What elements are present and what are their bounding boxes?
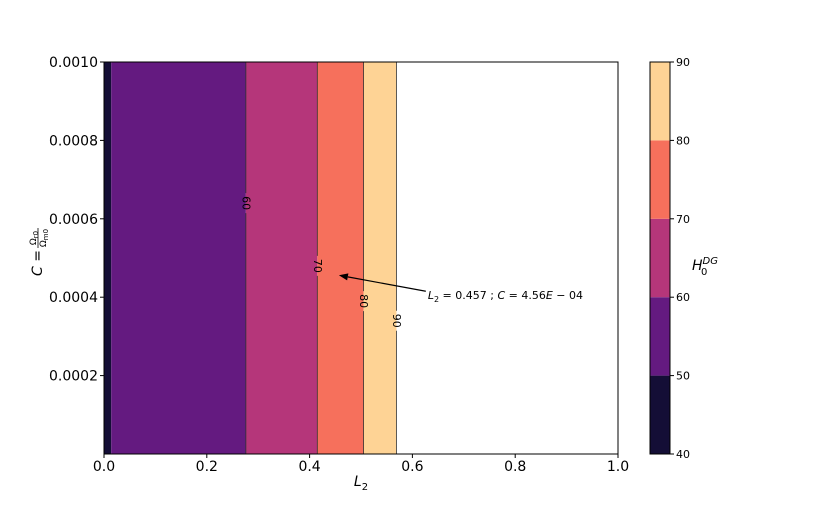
colorbar-segment-50-60 bbox=[650, 297, 670, 376]
colorbar-frame bbox=[649, 61, 671, 455]
colorbar: 40 50 60 70 80 90 bbox=[649, 56, 690, 461]
colorbar-tick-label: 90 bbox=[676, 56, 690, 69]
x-tick-label: 0.0 bbox=[93, 459, 115, 475]
contour-band-70-80 bbox=[317, 62, 364, 454]
contour-label-80: 80 bbox=[357, 294, 370, 308]
x-tick-label: 0.2 bbox=[196, 459, 218, 475]
contour-band-80-90 bbox=[363, 62, 397, 454]
colorbar-tick-label: 40 bbox=[676, 448, 690, 461]
y-tick-label: 0.0006 bbox=[49, 212, 98, 228]
colorbar-tick-label: 70 bbox=[676, 213, 690, 226]
svg-text:Ωm0: Ωm0 bbox=[39, 229, 50, 247]
colorbar-tick-label: 50 bbox=[676, 370, 690, 383]
plot-frame bbox=[103, 61, 619, 455]
colorbar-tick-label: 80 bbox=[676, 134, 690, 147]
y-tick-label: 0.0002 bbox=[49, 369, 98, 385]
colorbar-segment-80-90 bbox=[650, 62, 670, 141]
y-axis-label: C = Ωr0 Ωm0 bbox=[29, 228, 50, 276]
contour-label-60: 60 bbox=[239, 196, 252, 210]
x-tick-label: 0.8 bbox=[504, 459, 526, 475]
colorbar-label: HDG 0 bbox=[692, 256, 718, 278]
annotation-arrow-shaft bbox=[347, 276, 426, 292]
colorbar-segment-40-50 bbox=[650, 375, 670, 454]
annotation-arrow-head bbox=[338, 273, 349, 281]
colorbar-segment-70-80 bbox=[650, 140, 670, 219]
contour-band-60-70 bbox=[245, 62, 318, 454]
y-axis-ticks: 0.0002 0.0004 0.0006 0.0008 0.0010 bbox=[49, 55, 104, 385]
contour-label-70: 70 bbox=[311, 259, 324, 273]
contour-label-90: 90 bbox=[390, 314, 403, 328]
x-tick-label: 0.6 bbox=[401, 459, 423, 475]
svg-text:C =: C = bbox=[30, 250, 46, 276]
x-tick-label: 0.4 bbox=[298, 459, 320, 475]
x-tick-label: 1.0 bbox=[607, 459, 629, 475]
colorbar-tick-label: 60 bbox=[676, 291, 690, 304]
contour-band-50-60 bbox=[111, 62, 246, 454]
colorbar-segment-60-70 bbox=[650, 218, 670, 298]
contour-bands bbox=[104, 62, 397, 454]
svg-text:Ωr0: Ωr0 bbox=[29, 231, 40, 245]
x-axis-label: L2 bbox=[354, 474, 368, 493]
contour-lines: 60 70 80 90 bbox=[239, 62, 403, 454]
annotation: L2 = 0.457 ; C = 4.56E − 04 bbox=[338, 273, 583, 304]
contour-band-40-50 bbox=[104, 62, 112, 454]
y-tick-label: 0.0008 bbox=[49, 133, 98, 149]
annotation-text: L2 = 0.457 ; C = 4.56E − 04 bbox=[428, 289, 583, 304]
y-tick-label: 0.0010 bbox=[49, 55, 98, 71]
y-tick-label: 0.0004 bbox=[49, 290, 98, 306]
x-axis-ticks: 0.0 0.2 0.4 0.6 0.8 1.0 bbox=[93, 454, 629, 475]
